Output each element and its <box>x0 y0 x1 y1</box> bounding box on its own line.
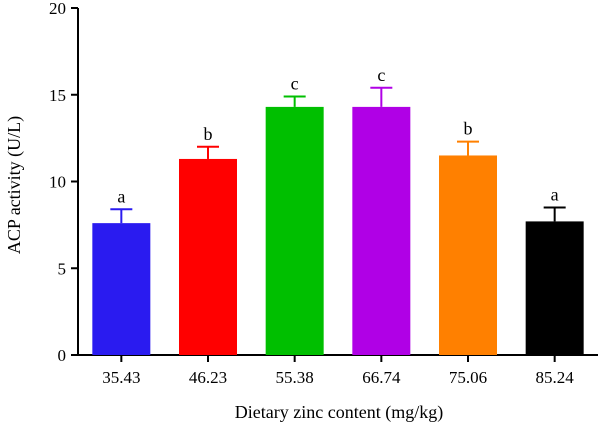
y-tick-label: 20 <box>49 0 66 18</box>
x-axis: 35.43 46.23 55.38 66.74 75.06 85.24 <box>78 354 598 387</box>
significance-label: b <box>204 124 213 144</box>
bar <box>352 106 411 356</box>
x-axis-label: Dietary zinc content (mg/kg) <box>235 402 443 423</box>
significance-label: b <box>464 119 473 139</box>
significance-label: a <box>117 186 125 206</box>
x-tick-label: 85.24 <box>536 368 575 387</box>
significance-label: c <box>377 65 385 85</box>
x-tick-label: 35.43 <box>102 368 140 387</box>
bar <box>439 155 497 355</box>
y-axis: 0 5 10 15 20 <box>49 0 79 365</box>
bar <box>179 158 237 355</box>
bar <box>525 221 584 355</box>
x-tick-label: 75.06 <box>449 368 487 387</box>
bar <box>265 106 324 356</box>
y-tick-label: 0 <box>58 346 67 365</box>
x-tick-label: 46.23 <box>189 368 227 387</box>
bars: a b c c b a <box>92 65 584 356</box>
y-tick-label: 10 <box>49 173 66 192</box>
y-axis-label: ACP activity (U/L) <box>4 116 25 254</box>
y-tick-label: 5 <box>58 259 67 278</box>
x-tick-label: 55.38 <box>276 368 314 387</box>
significance-label: c <box>291 73 299 93</box>
y-tick-label: 15 <box>49 86 66 105</box>
bar <box>92 223 151 355</box>
x-tick-label: 66.74 <box>362 368 401 387</box>
significance-label: a <box>551 185 559 205</box>
